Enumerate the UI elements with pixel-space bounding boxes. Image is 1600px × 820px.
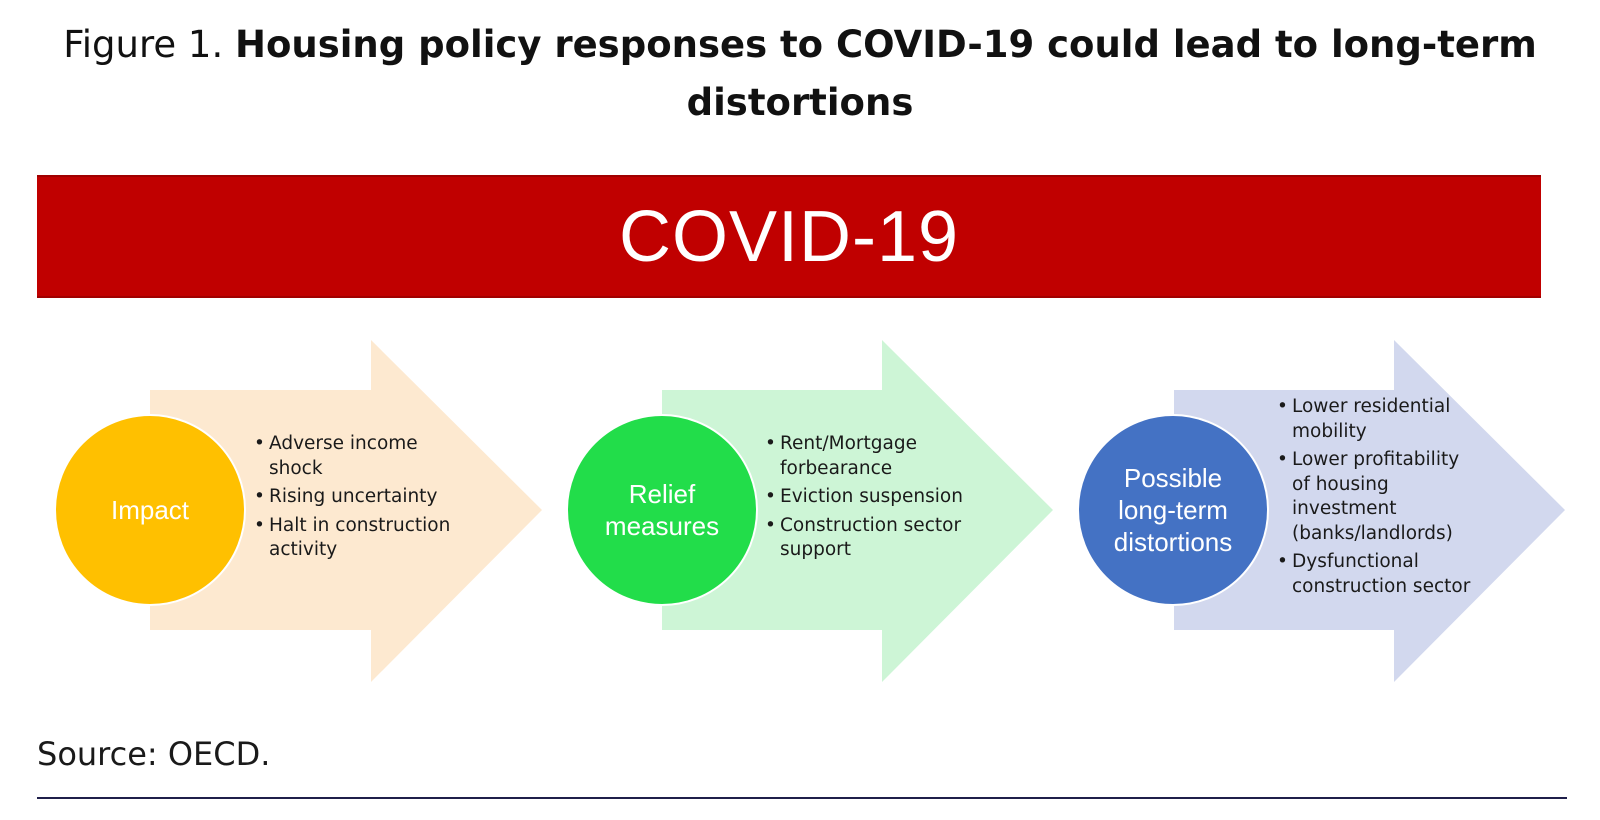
figure-title: Figure 1. Housing policy responses to CO…: [60, 16, 1540, 132]
bullet-item: Lower profitability of housing investmen…: [1277, 448, 1477, 546]
bottom-divider: [37, 797, 1567, 799]
stage-circle-relief: Relief measures: [566, 414, 758, 606]
bullet-item: Adverse income shock: [254, 432, 474, 481]
impact-bullet-list: Adverse income shock Rising uncertainty …: [254, 432, 474, 567]
relief-bullet-list: Rent/Mortgage forbearance Eviction suspe…: [765, 432, 965, 567]
bullet-item: Dysfunctional construction sector: [1277, 550, 1477, 599]
stage-circle-distortions: Possible long-term distortions: [1077, 414, 1269, 606]
banner-label: COVID-19: [618, 196, 960, 277]
bullet-item: Rent/Mortgage forbearance: [765, 432, 965, 481]
stage-label-distortions: Possible long-term distortions: [1113, 463, 1233, 557]
bullet-item: Eviction suspension: [765, 485, 965, 510]
bullet-item: Rising uncertainty: [254, 485, 474, 510]
source-note: Source: OECD.: [37, 735, 271, 773]
bullet-item: Lower residential mobility: [1277, 395, 1477, 444]
bullet-item: Halt in construction activity: [254, 514, 474, 563]
covid-banner: COVID-19: [37, 175, 1541, 298]
distortions-bullet-list: Lower residential mobility Lower profita…: [1277, 395, 1477, 603]
figure-title-text: Housing policy responses to COVID-19 cou…: [235, 23, 1537, 124]
stage-arrow-relief: [662, 340, 1053, 682]
bullet-item: Construction sector support: [765, 514, 965, 563]
stage-circle-impact: Impact: [54, 414, 246, 606]
figure-number: Figure 1.: [63, 23, 224, 66]
stage-label-relief: Relief measures: [604, 479, 720, 541]
stage-label-impact: Impact: [110, 495, 190, 525]
stage-arrow-impact: [150, 340, 542, 682]
